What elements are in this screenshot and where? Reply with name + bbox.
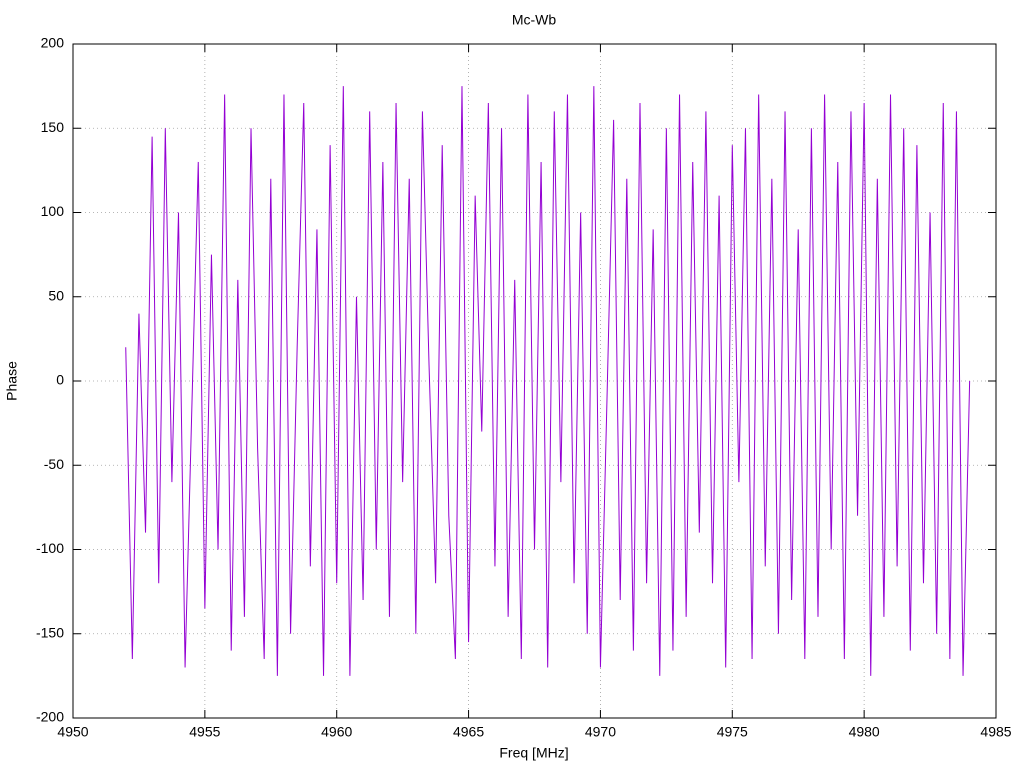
x-tick-label: 4965 xyxy=(453,724,484,740)
chart-title: Mc-Wb xyxy=(512,12,557,28)
y-tick-label: -100 xyxy=(36,540,64,556)
x-tick-label: 4985 xyxy=(980,724,1011,740)
x-tick-label: 4970 xyxy=(585,724,616,740)
data-line xyxy=(125,86,971,676)
plot-frame xyxy=(72,43,997,719)
y-tick-label: -50 xyxy=(44,456,64,472)
x-tick-label: 4950 xyxy=(57,724,88,740)
y-axis-label: Phase xyxy=(4,361,20,401)
x-tick-label: 4960 xyxy=(321,724,352,740)
y-tick-label: -150 xyxy=(36,624,64,640)
y-tick-label: 0 xyxy=(56,372,64,388)
y-tick-label: -200 xyxy=(36,709,64,725)
x-axis-label: Freq [MHz] xyxy=(499,745,568,761)
y-tick-label: 50 xyxy=(48,287,64,303)
y-tick-label: 100 xyxy=(41,203,65,219)
x-tick-label: 4955 xyxy=(189,724,220,740)
y-tick-label: 200 xyxy=(41,35,65,51)
x-tick-label: 4980 xyxy=(849,724,880,740)
y-tick-label: 150 xyxy=(41,119,65,135)
x-tick-label: 4975 xyxy=(717,724,748,740)
